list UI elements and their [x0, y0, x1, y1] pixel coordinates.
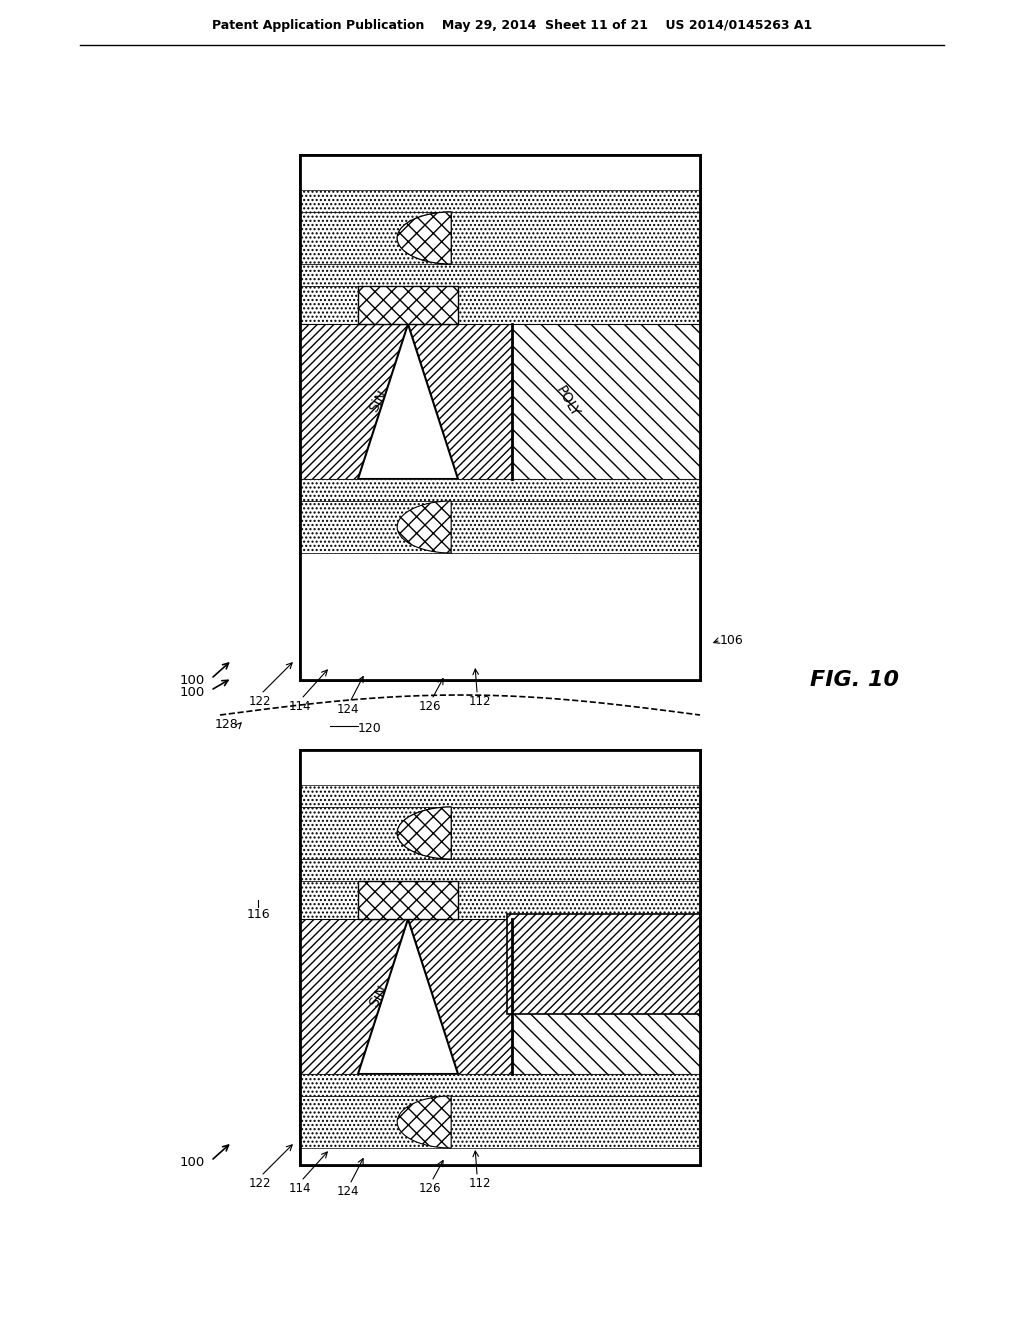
Bar [358, 880, 458, 919]
Text: SiN: SiN [367, 983, 390, 1010]
Bar [300, 154, 700, 190]
Text: 122: 122 [249, 1177, 271, 1191]
Polygon shape [358, 323, 458, 479]
Bar [300, 264, 700, 286]
Bar [300, 880, 700, 919]
Polygon shape [397, 502, 452, 553]
Bar [300, 919, 512, 1074]
Bar [300, 502, 700, 553]
Bar [300, 286, 700, 323]
Bar [300, 750, 700, 785]
Bar [300, 859, 700, 880]
Text: 100: 100 [180, 685, 205, 698]
Polygon shape [358, 919, 458, 1074]
Text: 126: 126 [419, 700, 441, 713]
Bar [300, 213, 700, 264]
Text: 112: 112 [469, 696, 492, 708]
Bar [300, 154, 700, 680]
Bar [300, 323, 512, 479]
Text: 106: 106 [720, 634, 743, 647]
Text: Patent Application Publication    May 29, 2014  Sheet 11 of 21    US 2014/014526: Patent Application Publication May 29, 2… [212, 18, 812, 32]
Text: FIN: FIN [597, 954, 610, 974]
Bar [512, 323, 700, 479]
Text: FIG. 10: FIG. 10 [811, 671, 899, 690]
Polygon shape [397, 213, 452, 264]
Text: 116: 116 [246, 908, 269, 921]
Text: 100: 100 [180, 1155, 205, 1168]
Text: POLY: POLY [553, 978, 582, 1015]
Text: 122: 122 [249, 696, 271, 708]
Bar [300, 1074, 700, 1096]
Text: 120: 120 [358, 722, 382, 734]
Bar [300, 1096, 700, 1148]
Bar [300, 1148, 700, 1166]
Polygon shape [397, 213, 452, 264]
Bar [512, 919, 700, 1074]
Polygon shape [397, 807, 452, 859]
Bar [300, 750, 700, 1166]
Text: 128: 128 [214, 718, 238, 731]
Text: 124: 124 [337, 704, 359, 715]
Text: 100: 100 [180, 673, 205, 686]
Text: POLY: POLY [553, 384, 582, 420]
Text: 126: 126 [419, 1181, 441, 1195]
Polygon shape [397, 807, 452, 859]
Bar [300, 553, 700, 680]
Text: 124: 124 [337, 1185, 359, 1199]
Bar [507, 913, 700, 1014]
Text: 114: 114 [289, 700, 311, 713]
Bar [358, 286, 458, 323]
Bar [300, 479, 700, 502]
Text: SiN: SiN [367, 388, 390, 414]
Bar [300, 807, 700, 859]
Text: 114: 114 [289, 1181, 311, 1195]
Bar [300, 190, 700, 213]
Bar [300, 785, 700, 807]
Polygon shape [397, 1096, 452, 1148]
Bar [300, 154, 700, 680]
Bar [300, 750, 700, 1166]
Text: 112: 112 [469, 1177, 492, 1191]
